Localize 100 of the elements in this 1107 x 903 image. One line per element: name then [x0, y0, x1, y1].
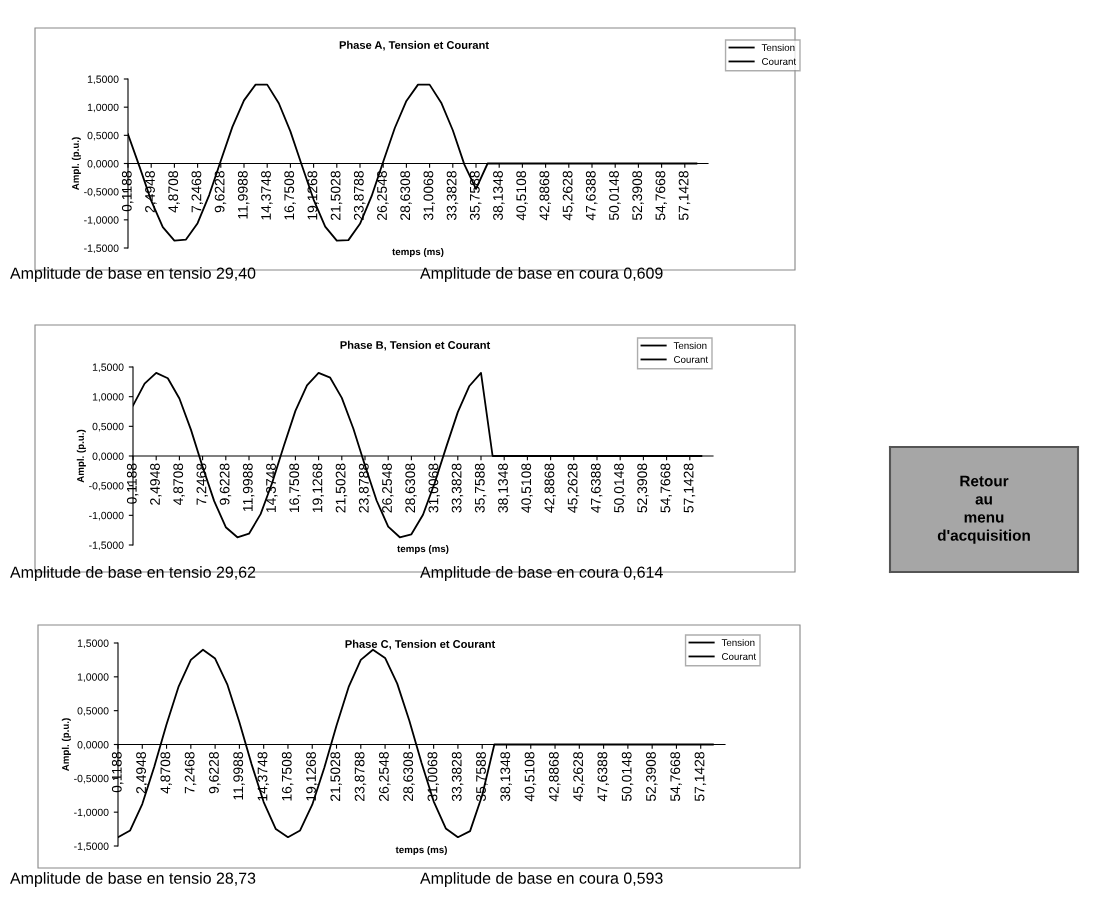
x-tick-label: 28,6308 [403, 752, 415, 801]
x-tick-label: 47,6388 [585, 171, 598, 221]
y-tick-label: 1,0000 [87, 103, 119, 113]
y-tick-label: -1,5000 [84, 244, 119, 254]
x-tick-label: 57,1428 [683, 463, 696, 513]
x-tick-label: 2,4948 [136, 752, 148, 794]
x-tick-label: 14,3748 [261, 171, 273, 220]
text: Amplitude de base en tensio 28,73 [10, 872, 256, 887]
x-tick-label: 38,1348 [498, 463, 510, 513]
x-tick-label: 16,7508 [281, 752, 294, 801]
y-tick-label: -1,5000 [74, 842, 109, 852]
x-tick-label: 4,8708 [160, 752, 172, 794]
x-tick-label: 47,6388 [597, 752, 609, 802]
y-tick-label: 0,0000 [87, 160, 119, 169]
x-tick-label: 45,2628 [562, 171, 575, 221]
x-axis-title: temps (ms) [397, 545, 449, 555]
x-tick-label: 31,0068 [428, 463, 440, 513]
legend-label: Tension [761, 43, 795, 52]
y-tick-label: -1,0000 [84, 216, 119, 225]
legend-label: Tension [673, 341, 707, 350]
x-tick-label: 11,9988 [237, 171, 250, 219]
x-tick-label: 11,9988 [242, 463, 255, 512]
text: Amplitude de base en coura 0,593 [420, 872, 663, 887]
x-tick-label: 21,5028 [330, 752, 342, 801]
y-tick-label: -0,5000 [89, 482, 124, 491]
x-tick-label: 7,2468 [184, 752, 197, 794]
legend-label: Courant [762, 58, 797, 65]
y-tick-label: -1,0000 [89, 511, 124, 521]
legend-label: Courant [674, 356, 709, 363]
x-tick-label: 38,1348 [493, 171, 505, 221]
y-tick-label: 0,0000 [92, 452, 124, 462]
x-tick-label: 33,3828 [446, 171, 459, 221]
y-tick-label: 0,5000 [77, 707, 109, 716]
x-tick-label: 42,8868 [548, 752, 561, 802]
chart-title: Phase C, Tension et Courant [345, 639, 496, 650]
text: Amplitude de base en tensio 29,62 [10, 566, 256, 581]
y-tick-label: 0,5000 [92, 422, 124, 432]
x-tick-label: 52,3908 [646, 752, 658, 802]
legend-label: Courant [722, 653, 757, 660]
x-tick-label: 0,1188 [126, 463, 139, 504]
x-tick-label: 16,7508 [289, 463, 301, 513]
x-tick-label: 9,6228 [219, 463, 232, 505]
x-tick-label: 33,3828 [451, 752, 464, 802]
x-tick-label: 19,1268 [306, 752, 318, 801]
y-tick-label: 0,5000 [87, 131, 119, 141]
x-tick-label: 28,6308 [405, 463, 417, 513]
x-tick-label: 50,0148 [614, 463, 626, 513]
y-axis-title: Ampl. (p.u.) [61, 718, 71, 771]
x-tick-label: 40,5108 [521, 463, 533, 513]
x-tick-label: 9,6228 [214, 171, 227, 213]
text: Amplitude de base en coura 0,614 [420, 566, 663, 581]
x-tick-label: 9,6228 [209, 752, 221, 794]
x-tick-label: 57,1428 [678, 171, 691, 221]
x-tick-label: 57,1428 [694, 752, 707, 802]
x-tick-label: 4,8708 [173, 463, 185, 506]
x-tick-label: 31,0068 [427, 752, 440, 802]
x-tick-label: 47,6388 [590, 463, 603, 513]
chart-title: Phase A, Tension et Courant [339, 40, 489, 51]
x-tick-label: 54,7668 [670, 752, 682, 802]
x-tick-label: 0,1188 [121, 171, 134, 212]
x-tick-label: 23,8788 [358, 463, 371, 513]
chart-title: Phase B, Tension et Courant [340, 340, 491, 351]
x-tick-label: 28,6308 [400, 171, 412, 220]
y-tick-label: 1,5000 [87, 75, 119, 85]
x-tick-label: 45,2628 [573, 752, 585, 802]
y-tick-label: 1,0000 [77, 673, 109, 682]
x-tick-label: 0,1188 [111, 752, 124, 793]
text: Amplitude de base en coura 0,609 [420, 267, 663, 282]
x-tick-label: 35,7588 [476, 752, 488, 802]
x-axis-title: temps (ms) [395, 846, 447, 856]
x-tick-label: 26,2548 [378, 752, 391, 801]
x-tick-label: 40,5108 [524, 752, 537, 802]
x-tick-label: 7,2468 [191, 171, 203, 213]
x-tick-label: 19,1268 [312, 463, 324, 513]
x-tick-label: 50,0148 [609, 171, 621, 221]
x-tick-label: 7,2468 [196, 463, 208, 505]
x-tick-label: 11,9988 [233, 752, 245, 800]
x-tick-label: 35,7588 [474, 463, 487, 513]
y-tick-label: 1,0000 [92, 393, 124, 402]
x-tick-label: 33,3828 [451, 463, 464, 513]
x-tick-label: 16,7508 [284, 171, 296, 220]
x-tick-label: 21,5028 [330, 171, 343, 220]
y-tick-label: -0,5000 [84, 188, 119, 197]
x-tick-label: 54,7668 [660, 463, 672, 513]
y-axis-title: Ampl. (p.u.) [71, 137, 81, 190]
y-tick-label: -0,5000 [74, 774, 109, 784]
x-tick-label: 35,7588 [469, 171, 482, 221]
x-tick-label: 31,0068 [423, 171, 435, 221]
text: Amplitude de base en tensio 29,40 [10, 267, 256, 282]
y-tick-label: -1,0000 [74, 808, 109, 818]
x-tick-label: 42,8868 [539, 171, 551, 221]
x-tick-label: 21,5028 [335, 463, 348, 513]
x-tick-label: 14,3748 [266, 463, 278, 513]
x-tick-label: 38,1348 [500, 752, 512, 802]
y-tick-label: 0,0000 [77, 741, 109, 750]
x-tick-label: 52,3908 [632, 171, 644, 221]
x-tick-label: 54,7668 [655, 171, 667, 221]
x-tick-label: 42,8868 [544, 463, 556, 513]
x-tick-label: 2,4948 [150, 463, 162, 505]
x-tick-label: 45,2628 [567, 463, 580, 513]
